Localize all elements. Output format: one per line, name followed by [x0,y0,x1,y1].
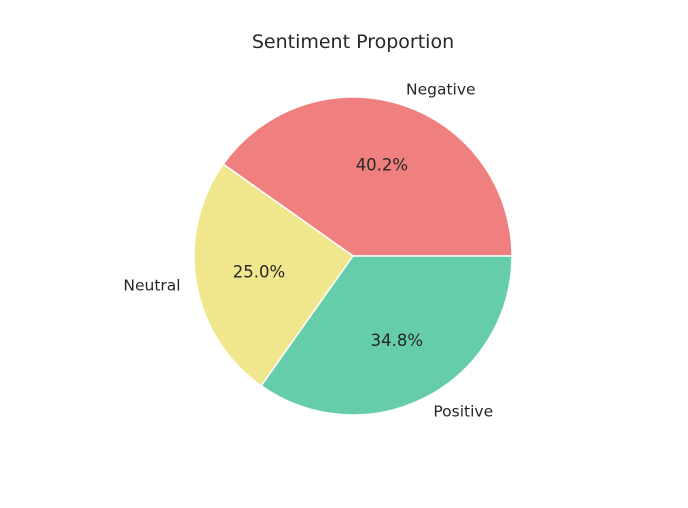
percent-label-positive: 34.8% [371,331,423,350]
pie-slices [193,96,513,416]
pie-slice-neutral [193,163,355,387]
percent-label-neutral: 25.0% [233,263,285,282]
percent-label-negative: 40.2% [356,156,408,175]
category-label-positive: Positive [433,402,493,420]
pie-labels: Negative 40.2% Neutral 25.0% Positive 34.8% [123,80,493,420]
category-label-negative: Negative [406,80,476,98]
category-label-neutral: Neutral [123,277,180,295]
chart-title: Sentiment Proportion [252,31,454,53]
pie-slice-positive [260,255,513,416]
pie-slice-negative [222,96,513,257]
